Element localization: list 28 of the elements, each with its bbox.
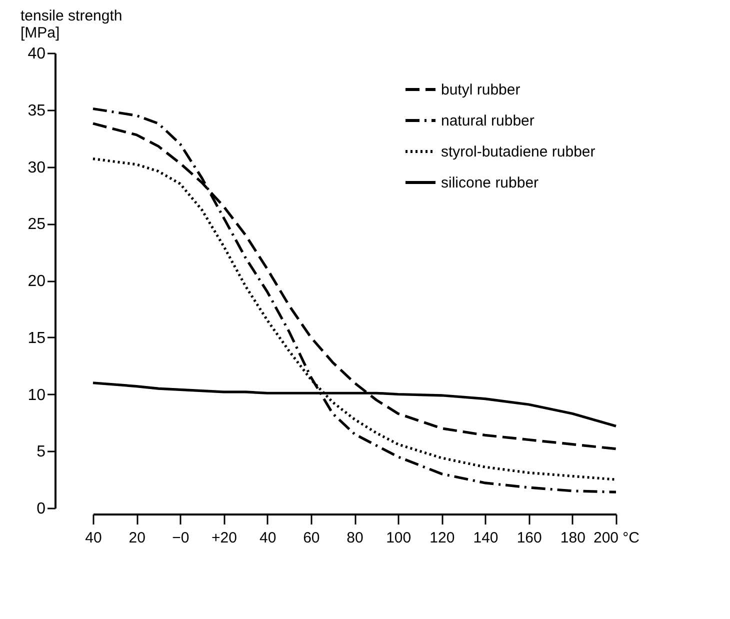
x-tick-label: 20 — [128, 530, 146, 546]
y-tick-label: 30 — [28, 159, 46, 176]
legend-label: styrol-butadiene rubber — [441, 144, 596, 160]
y-tick-label: 40 — [28, 46, 46, 62]
y-tick-label: 35 — [28, 102, 46, 120]
line-series — [92, 107, 618, 494]
legend-label: silicone rubber — [441, 174, 539, 192]
x-tick-label: 160 — [516, 530, 542, 546]
legend-label: natural rubber — [441, 112, 534, 130]
x-tick-label: 40 — [259, 530, 276, 546]
x-tick-label: 40 — [85, 530, 102, 546]
y-tick-label: 10 — [28, 386, 46, 404]
x-tick-label: 60 — [303, 530, 320, 546]
x-tick-label: 100 — [386, 530, 412, 546]
y-tick-label: 25 — [28, 216, 46, 234]
x-tick-label: 80 — [346, 530, 364, 546]
x-tick-label: 200 °C — [593, 530, 640, 546]
y-axis-title: tensile strength [MPa] — [20, 8, 122, 42]
y-tick-label: 5 — [36, 444, 46, 461]
y-tick-label: 15 — [28, 330, 46, 347]
legend-label: butyl rubber — [441, 82, 520, 98]
x-tick-label: 180 — [560, 530, 586, 546]
x-tick-label: 120 — [430, 530, 455, 546]
y-tick-label: 20 — [28, 273, 46, 290]
x-tick-label: 140 — [473, 530, 498, 546]
y-tick-label: 0 — [36, 500, 46, 518]
x-tick-label: −0 — [172, 530, 190, 546]
x-tick-label: +20 — [212, 530, 237, 546]
